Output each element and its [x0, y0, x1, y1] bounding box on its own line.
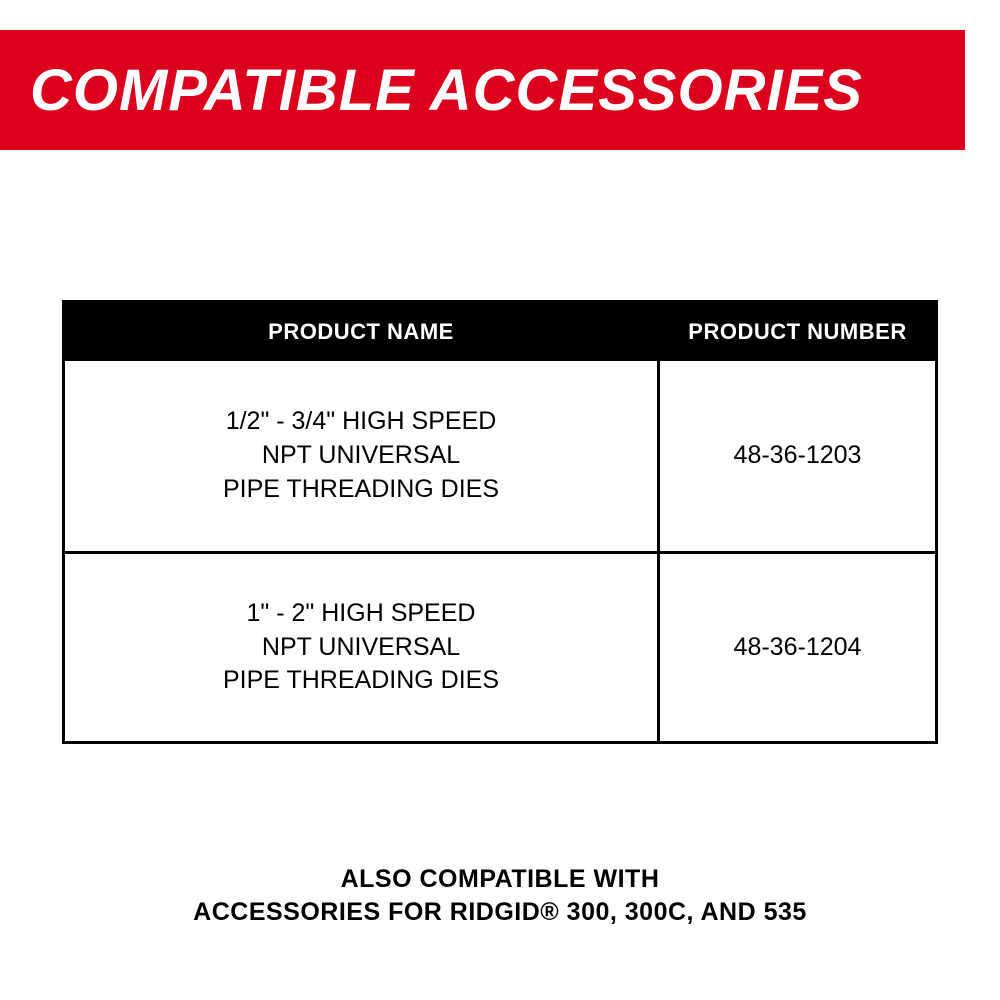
table-row: 1" - 2" HIGH SPEED NPT UNIVERSAL PIPE TH…	[65, 551, 935, 741]
table-body: 1/2" - 3/4" HIGH SPEED NPT UNIVERSAL PIP…	[65, 361, 935, 741]
header-banner: COMPATIBLE ACCESSORIES	[0, 30, 965, 150]
table-header-product-number: PRODUCT NUMBER	[660, 303, 935, 361]
table-row: 1/2" - 3/4" HIGH SPEED NPT UNIVERSAL PIP…	[65, 361, 935, 551]
compatibility-footnote: ALSO COMPATIBLE WITH ACCESSORIES FOR RID…	[0, 863, 1000, 931]
accessories-table: PRODUCT NAME PRODUCT NUMBER 1/2" - 3/4" …	[62, 300, 938, 744]
header-title: COMPATIBLE ACCESSORIES	[30, 57, 863, 124]
table-header-row: PRODUCT NAME PRODUCT NUMBER	[65, 303, 935, 361]
table-header-product-name: PRODUCT NAME	[65, 303, 660, 361]
cell-product-number: 48-36-1204	[660, 554, 935, 741]
cell-product-number: 48-36-1203	[660, 361, 935, 551]
cell-product-name: 1" - 2" HIGH SPEED NPT UNIVERSAL PIPE TH…	[65, 554, 660, 741]
cell-product-name: 1/2" - 3/4" HIGH SPEED NPT UNIVERSAL PIP…	[65, 361, 660, 551]
